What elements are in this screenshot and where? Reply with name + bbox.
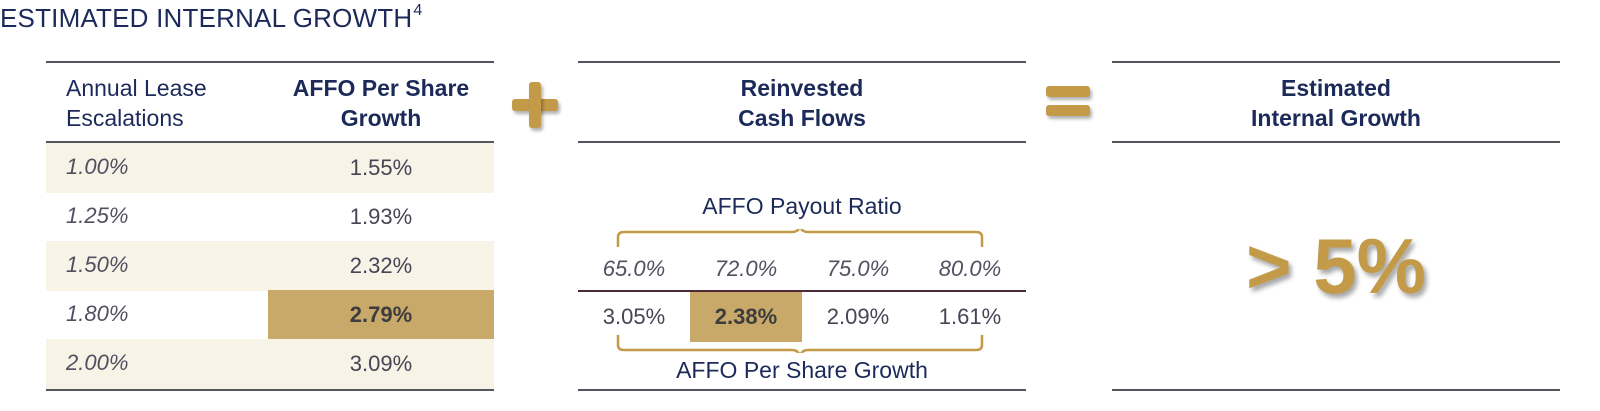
plus-icon bbox=[512, 82, 558, 128]
payout-ratio-cell: 75.0% bbox=[826, 256, 890, 281]
growth-cell: 2.32% bbox=[349, 253, 413, 278]
payout-divider bbox=[578, 290, 1026, 292]
header-line: AFFO Per Share bbox=[292, 75, 470, 101]
payout-ratio-label: AFFO Payout Ratio bbox=[702, 193, 902, 219]
growth-value-cell: 2.09% bbox=[826, 304, 890, 329]
growth-cell: 1.93% bbox=[349, 204, 413, 229]
table-row: 1.50% 2.32% bbox=[46, 241, 494, 291]
payout-ratio-cell: 80.0% bbox=[938, 256, 1002, 281]
equals-icon bbox=[1046, 86, 1090, 116]
header-annual-lease-escalations: Annual Lease Escalations bbox=[66, 73, 207, 133]
header-line: Growth bbox=[340, 105, 422, 131]
header-line: Internal Growth bbox=[1251, 105, 1421, 131]
growth-value-cell: 3.05% bbox=[602, 304, 666, 329]
header-line: Cash Flows bbox=[738, 105, 866, 131]
growth-value-cell-highlighted: 2.38% bbox=[690, 292, 802, 342]
panel-bottom-rule bbox=[1112, 389, 1560, 391]
estimated-growth-value: > 5% bbox=[1246, 222, 1426, 310]
page-title-text: ESTIMATED INTERNAL GROWTH bbox=[0, 3, 413, 33]
affo-growth-label: AFFO Per Share Growth bbox=[676, 357, 928, 383]
panel-top-rule bbox=[1112, 61, 1560, 63]
table-header-rule bbox=[46, 141, 494, 143]
panel-top-rule bbox=[578, 61, 1026, 63]
growth-value-cell: 1.61% bbox=[938, 304, 1002, 329]
header-line: Reinvested bbox=[740, 75, 864, 101]
growth-cell-highlighted: 2.79% bbox=[268, 290, 494, 340]
bottom-brace-icon bbox=[616, 335, 984, 353]
escalation-cell: 1.25% bbox=[66, 203, 129, 228]
header-estimated-internal-growth: Estimated Internal Growth bbox=[1112, 73, 1560, 133]
panel-header-rule bbox=[578, 141, 1026, 143]
growth-cell: 1.55% bbox=[349, 155, 413, 180]
title-footnote: 4 bbox=[413, 2, 423, 19]
payout-ratio-cell: 65.0% bbox=[602, 256, 666, 281]
table-top-rule bbox=[46, 61, 494, 63]
panel-header-rule bbox=[1112, 141, 1560, 143]
page-title: ESTIMATED INTERNAL GROWTH4 bbox=[0, 2, 422, 34]
table-row: 1.25% 1.93% bbox=[46, 192, 494, 242]
panel-bottom-rule bbox=[578, 389, 1026, 391]
header-reinvested-cash-flows: Reinvested Cash Flows bbox=[578, 73, 1026, 133]
table-row: 2.00% 3.09% bbox=[46, 339, 494, 389]
header-line: Estimated bbox=[1281, 75, 1391, 101]
header-line: Escalations bbox=[66, 105, 184, 131]
escalation-cell: 1.80% bbox=[66, 301, 129, 326]
escalation-cell: 1.50% bbox=[66, 252, 129, 277]
growth-cell: 3.09% bbox=[349, 351, 413, 376]
table-row: 1.80% 2.79% bbox=[46, 290, 494, 340]
table-bottom-rule bbox=[46, 389, 494, 391]
escalation-cell: 2.00% bbox=[66, 350, 129, 375]
top-brace-icon bbox=[616, 229, 984, 247]
payout-ratio-cell: 72.0% bbox=[714, 256, 778, 281]
header-line: Annual Lease bbox=[66, 75, 207, 101]
table-row: 1.00% 1.55% bbox=[46, 143, 494, 193]
header-affo-per-share-growth: AFFO Per Share Growth bbox=[268, 73, 494, 133]
escalation-cell: 1.00% bbox=[66, 154, 129, 179]
